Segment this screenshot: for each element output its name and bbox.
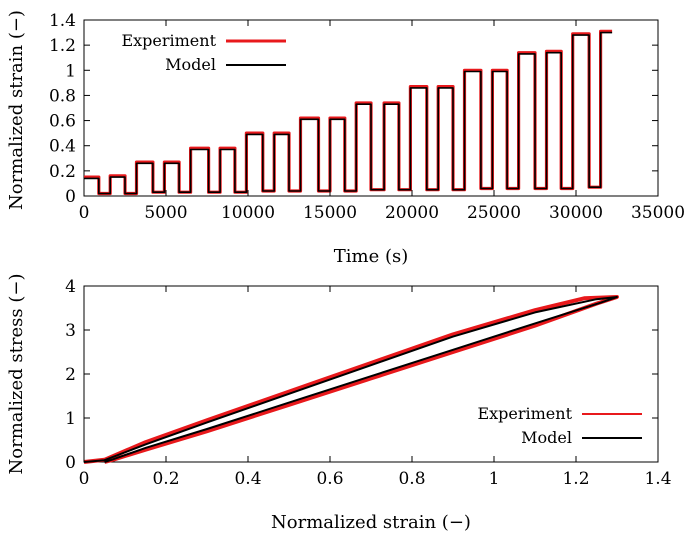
y-tick-label: 4 [65,277,76,297]
series-line-model [83,296,618,463]
x-tick-label: 0 [79,469,90,489]
x-tick-label: 0.8 [398,469,425,489]
x-tick-label: 5000 [144,203,187,223]
series-line-experiment [84,29,613,196]
y-axis-label: Normalized strain (−) [6,10,27,210]
plot-frame [83,19,659,197]
y-tick-label: 2 [65,365,76,385]
x-tick-label: 10000 [221,203,275,223]
y-tick-label: 1.4 [49,11,76,31]
y-tick-label: 3 [65,321,76,341]
y-tick-label: 0.6 [49,112,76,132]
x-tick-label: 0 [79,203,90,223]
x-axis-label: Time (s) [334,246,409,267]
y-tick-label: 0.2 [49,162,76,182]
legend-label-experiment: Experiment [121,31,216,50]
y-tick-label: 1 [65,61,76,81]
y-tick-label: 0.8 [49,86,76,106]
x-tick-label: 35000 [631,203,685,223]
x-tick-label: 25000 [467,203,521,223]
tick-group: 0 0.2 0.4 0.6 0.8 1 1.2 1.4 0 1 2 3 4 [65,277,671,489]
strain-time-chart: 0 5000 10000 15000 20000 25000 30000 35000 0 0.2 0… [6,10,685,267]
legend-label-model: Model [165,55,216,74]
x-tick-label: 0.2 [152,469,179,489]
legend: Experiment Model [477,404,642,447]
legend: Experiment Model [121,31,286,74]
x-axis-label: Normalized strain (−) [271,512,471,533]
tick-group: 0 5000 10000 15000 20000 25000 30000 35000 0 0.2 0… [49,11,685,223]
x-tick-label: 1.4 [644,469,671,489]
series-group [84,29,613,196]
y-tick-label: 1 [65,409,76,429]
legend-label-experiment: Experiment [477,404,572,423]
stress-strain-chart: 0 0.2 0.4 0.6 0.8 1 1.2 1.4 0 1 2 3 4 Normalized str… [6,274,672,533]
legend-label-model: Model [521,428,572,447]
x-tick-label: 1 [489,469,500,489]
x-tick-label: 0.4 [234,469,261,489]
y-tick-label: 1.2 [49,36,76,56]
series-line-model [84,31,613,195]
y-axis-label: Normalized stress (−) [6,274,27,475]
x-tick-label: 1.2 [562,469,589,489]
y-tick-label: 0 [65,187,76,207]
x-tick-label: 15000 [303,203,357,223]
y-tick-label: 0 [65,453,76,473]
y-tick-label: 0.4 [49,137,76,157]
series-group [83,295,619,464]
x-tick-label: 30000 [549,203,603,223]
x-tick-label: 20000 [385,203,439,223]
x-tick-label: 0.6 [316,469,343,489]
